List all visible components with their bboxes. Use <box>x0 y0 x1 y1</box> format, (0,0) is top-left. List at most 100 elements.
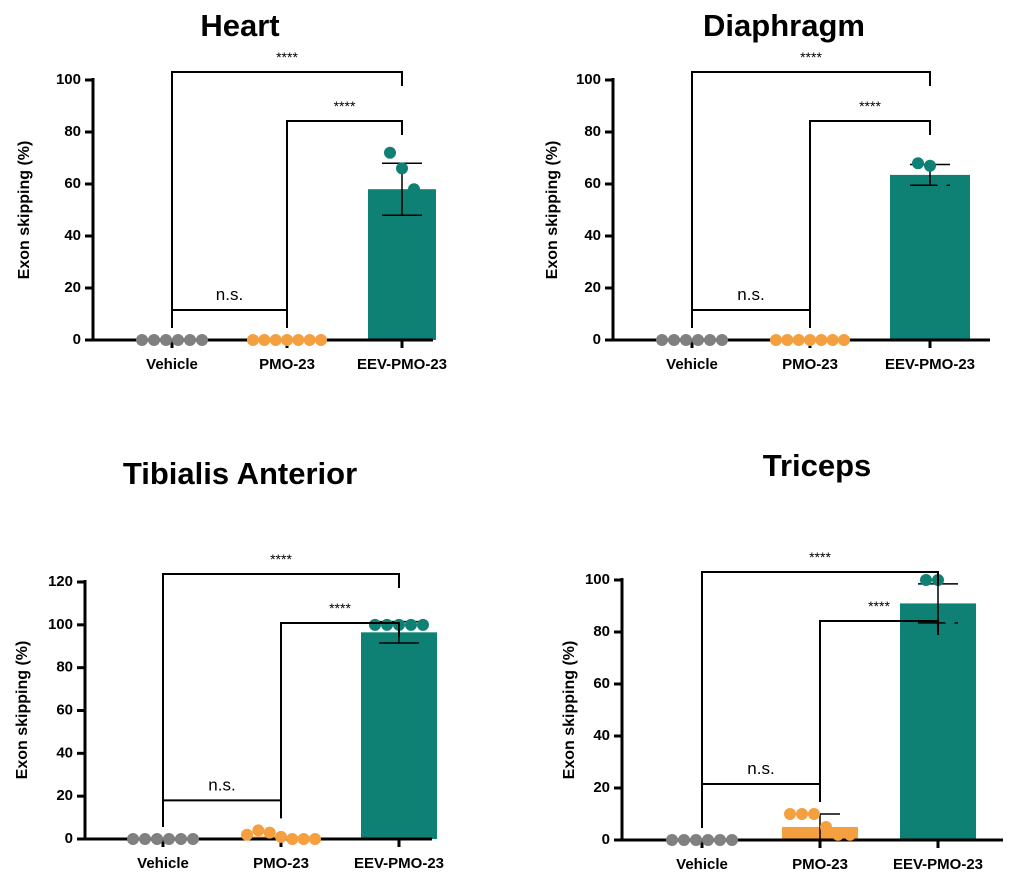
data-point <box>247 334 259 346</box>
y-tick-label: 60 <box>64 175 81 192</box>
significance-label: **** <box>809 549 831 565</box>
data-point <box>680 334 692 346</box>
x-tick-label: EEV-PMO-23 <box>885 356 975 373</box>
significance-bracket <box>163 800 281 827</box>
y-tick-label: 80 <box>584 123 601 140</box>
significance-bracket <box>692 310 810 328</box>
data-point <box>270 334 282 346</box>
data-point <box>417 619 429 631</box>
y-tick-label: 20 <box>64 279 81 296</box>
data-point <box>808 808 820 820</box>
data-point <box>175 833 187 845</box>
data-point <box>405 619 417 631</box>
chart-title: Triceps <box>763 448 872 483</box>
data-point <box>838 334 850 346</box>
data-point <box>381 619 393 631</box>
chart-title: Heart <box>200 8 279 43</box>
data-point <box>656 334 668 346</box>
x-tick-label: PMO-23 <box>259 356 315 373</box>
data-point <box>408 183 420 195</box>
data-point <box>668 334 680 346</box>
data-point <box>820 821 832 833</box>
data-point <box>793 334 805 346</box>
significance-label: **** <box>334 98 356 114</box>
y-tick-label: 80 <box>64 123 81 140</box>
data-point <box>160 334 172 346</box>
y-tick-label: 100 <box>576 71 601 88</box>
y-tick-label: 100 <box>585 571 610 588</box>
x-tick-label: Vehicle <box>137 855 189 872</box>
data-point <box>384 147 396 159</box>
x-tick-label: EEV-PMO-23 <box>354 855 444 872</box>
panel-tibialis-anterior: Tibialis Anterior Exon skipping (%) 0 20 40 6… <box>14 456 444 872</box>
data-point <box>315 334 327 346</box>
data-point <box>702 834 714 846</box>
data-point <box>309 833 321 845</box>
data-point <box>920 574 932 586</box>
x-tick-label: Vehicle <box>666 356 718 373</box>
data-point <box>396 162 408 174</box>
data-point <box>770 334 782 346</box>
data-point <box>264 827 276 839</box>
x-tick-label: PMO-23 <box>782 356 838 373</box>
data-point <box>716 334 728 346</box>
significance-label: n.s. <box>737 285 764 304</box>
panel-heart: Heart Exon skipping (%) 0 20 40 60 80 100 Vehicl… <box>16 8 447 373</box>
significance-label: **** <box>868 598 890 614</box>
data-point <box>275 831 287 843</box>
data-point <box>298 833 310 845</box>
data-point <box>292 334 304 346</box>
data-point <box>163 833 175 845</box>
data-point <box>784 808 796 820</box>
y-tick-label: 120 <box>48 573 73 590</box>
data-point <box>912 157 924 169</box>
data-point <box>196 334 208 346</box>
y-tick-label: 40 <box>593 727 610 744</box>
y-tick-label: 80 <box>593 623 610 640</box>
y-tick-label: 20 <box>584 279 601 296</box>
data-point <box>714 834 726 846</box>
y-tick-label: 100 <box>48 616 73 633</box>
significance-label: **** <box>270 551 292 567</box>
y-tick-label: 100 <box>56 71 81 88</box>
data-point <box>184 334 196 346</box>
data-point <box>726 834 738 846</box>
y-tick-label: 40 <box>56 744 73 761</box>
y-tick-label: 0 <box>65 830 73 847</box>
x-tick-label: PMO-23 <box>253 855 309 872</box>
y-tick-label: 40 <box>584 227 601 244</box>
data-point <box>844 829 856 841</box>
y-tick-label: 60 <box>593 675 610 692</box>
x-tick-label: EEV-PMO-23 <box>893 856 983 873</box>
data-point <box>781 334 793 346</box>
data-point <box>139 833 151 845</box>
data-point <box>936 175 948 187</box>
data-point <box>187 833 199 845</box>
y-tick-label: 80 <box>56 659 73 676</box>
data-point <box>815 334 827 346</box>
x-tick-label: Vehicle <box>676 856 728 873</box>
data-point <box>258 334 270 346</box>
data-point <box>241 829 253 841</box>
data-point <box>827 334 839 346</box>
significance-label: n.s. <box>747 759 774 778</box>
chart-title: Tibialis Anterior <box>123 456 357 491</box>
x-tick-label: PMO-23 <box>792 856 848 873</box>
data-point <box>832 829 844 841</box>
data-point <box>136 334 148 346</box>
x-tick-label: EEV-PMO-23 <box>357 356 447 373</box>
panel-triceps: Triceps Exon skipping (%) 0 20 40 60 80 100 Vehi… <box>561 448 1003 873</box>
data-point <box>172 334 184 346</box>
data-point <box>944 613 956 625</box>
data-point <box>369 619 381 631</box>
significance-label: n.s. <box>216 285 243 304</box>
y-axis-label: Exon skipping (%) <box>14 641 31 780</box>
data-point <box>796 808 808 820</box>
data-point <box>678 834 690 846</box>
significance-bracket <box>702 784 820 828</box>
y-axis-label: Exon skipping (%) <box>561 641 578 780</box>
y-tick-label: 60 <box>56 701 73 718</box>
y-axis-label: Exon skipping (%) <box>16 141 33 280</box>
significance-label: **** <box>800 49 822 65</box>
